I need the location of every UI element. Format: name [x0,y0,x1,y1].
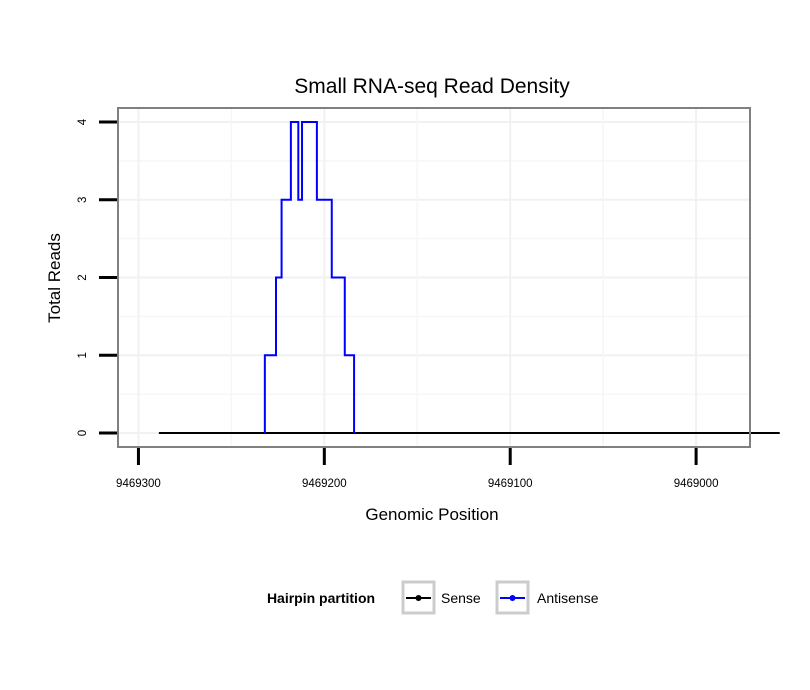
grid [118,108,750,447]
legend-label-antisense: Antisense [537,590,599,606]
x-tick-label: 9469300 [116,478,161,490]
plot-panel-border [117,107,751,448]
legend: Hairpin partition Sense Antisense [267,580,599,615]
legend-title: Hairpin partition [267,590,375,606]
legend-dot-antisense [509,595,516,601]
x-tick-label: 9469100 [488,478,533,490]
chart-title: Small RNA-seq Read Density [294,75,570,98]
y-axis: 0 1 2 3 4 [77,118,117,436]
legend-label-sense: Sense [441,590,481,606]
x-axis: 9469300 9469200 9469100 9469000 [116,448,718,490]
y-tick-label: 4 [77,118,89,125]
y-tick-label: 0 [77,430,89,436]
y-tick-label: 3 [77,197,89,203]
legend-item-antisense: Antisense [495,580,599,615]
y-axis-title: Total Reads [45,233,64,323]
legend-item-sense: Sense [401,580,481,615]
x-tick-label: 9469200 [302,478,347,490]
series-line-antisense [263,121,356,433]
plot-lines [158,121,780,434]
y-tick-label: 1 [77,352,89,358]
x-axis-title: Genomic Position [365,505,498,524]
x-tick-label: 9469000 [674,478,719,490]
legend-dot-sense [415,595,422,601]
y-tick-label: 2 [77,274,89,280]
